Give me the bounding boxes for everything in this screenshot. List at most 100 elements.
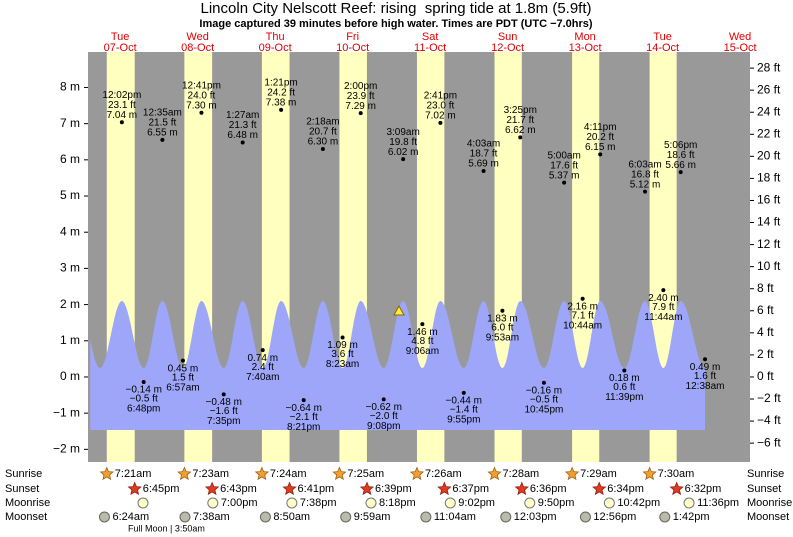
- y-tick-label: 0 m: [60, 369, 80, 383]
- tide-time: 2:41pm: [424, 91, 457, 102]
- tide-point: [199, 110, 204, 115]
- y-tick-label: 8 m: [60, 80, 80, 94]
- sunset-icon: [282, 481, 297, 496]
- sunset-time: 6:39pm: [375, 483, 412, 495]
- y2-tick-label: 0 ft: [757, 369, 774, 383]
- tide-feet: 16.8 ft: [631, 169, 659, 180]
- moonset-time: 9:59am: [354, 511, 391, 523]
- tide-point: [279, 107, 284, 112]
- tide-time: 3:09am: [386, 127, 419, 138]
- tide-time: 7:35pm: [207, 416, 240, 427]
- tide-point: [562, 180, 567, 185]
- tide-time: 11:44am: [644, 312, 682, 323]
- sunrise-time: 7:28am: [503, 468, 540, 480]
- tide-meters: 0.45 m: [168, 363, 199, 374]
- tide-meters: 6.02 m: [388, 147, 419, 158]
- current-tide-marker: [393, 304, 405, 316]
- day-date: 14-Oct: [646, 42, 679, 54]
- tide-point: [518, 135, 523, 140]
- moonrise-icon: [603, 497, 615, 509]
- tide-time: 12:35am: [143, 108, 182, 119]
- moonset-time: 6:24am: [112, 511, 149, 523]
- tide-point: [160, 137, 165, 142]
- day-date: 08-Oct: [181, 42, 214, 54]
- tide-time: 6:03am: [628, 159, 661, 170]
- row-label-right: Moonset: [747, 511, 789, 523]
- day-name: Wed: [729, 31, 751, 43]
- tide-meters: 6.15 m: [585, 142, 616, 153]
- tide-time: 7:40am: [246, 372, 279, 383]
- moonset-time: 8:50am: [273, 511, 310, 523]
- day-date: 15-Oct: [724, 42, 757, 54]
- moonrise-time: 7:38pm: [300, 497, 337, 509]
- tide-feet: −1.6 ft: [210, 406, 238, 417]
- tide-time: 8:21pm: [287, 422, 320, 433]
- tide-feet: 2.4 ft: [252, 362, 274, 373]
- y2-tick-label: 22 ft: [757, 126, 781, 140]
- tide-point: [438, 120, 443, 125]
- tide-point: [381, 397, 386, 402]
- moonrise-time: 11:36pm: [697, 497, 739, 509]
- tide-meters: 6.55 m: [147, 128, 178, 139]
- tide-meters: 2.16 m: [567, 301, 598, 312]
- tide-point: [481, 169, 486, 174]
- moonrise-time: 8:18pm: [379, 497, 416, 509]
- row-label-right: Moonrise: [747, 497, 792, 509]
- tide-point: [260, 348, 265, 353]
- day-date: 09-Oct: [259, 42, 292, 54]
- tide-time: 10:44am: [563, 320, 602, 331]
- tide-feet: 1.6 ft: [694, 371, 716, 382]
- moonset-icon: [579, 511, 591, 523]
- row-label: Moonrise: [5, 497, 50, 509]
- tide-feet: 23.0 ft: [426, 101, 454, 112]
- tide-meters: 0.49 m: [690, 362, 721, 373]
- y-tick-label: 3 m: [60, 261, 80, 275]
- moonrise-icon: [444, 497, 456, 509]
- sunrise-time: 7:23am: [192, 468, 229, 480]
- moonset-time: 11:04am: [434, 511, 476, 523]
- tide-time: 4:11pm: [584, 122, 617, 133]
- moonrise-icon: [137, 497, 149, 509]
- tide-time: 9:08pm: [367, 421, 400, 432]
- tide-time: 8:23am: [326, 359, 359, 370]
- tide-meters: −0.62 m: [366, 402, 402, 413]
- tide-point: [622, 368, 627, 373]
- sunrise-time: 7:29am: [580, 468, 617, 480]
- tide-point: [661, 288, 666, 293]
- tide-time: 12:02pm: [102, 90, 141, 101]
- tide-time: 1:27am: [226, 110, 259, 121]
- sunrise-time: 7:24am: [270, 468, 307, 480]
- tide-point: [119, 120, 124, 125]
- tide-meters: 0.74 m: [247, 353, 278, 364]
- y2-tick-label: 12 ft: [757, 237, 781, 251]
- moonrise-time: 7:00pm: [221, 497, 258, 509]
- y-tick-label: 1 m: [60, 333, 80, 347]
- y2-tick-label: 20 ft: [757, 149, 781, 163]
- y2-tick-label: 24 ft: [757, 104, 781, 118]
- sunrise-icon: [254, 466, 270, 481]
- tide-wave: [90, 301, 705, 430]
- sunset-time: 6:41pm: [298, 483, 335, 495]
- sunrise-time: 7:25am: [347, 468, 384, 480]
- day-name: Sun: [498, 31, 518, 43]
- sunrise-time: 7:21am: [115, 468, 152, 480]
- moonrise-icon: [683, 497, 695, 509]
- tide-feet: 1.5 ft: [172, 372, 194, 383]
- moonset-time: 1:42pm: [673, 511, 710, 523]
- moonset-icon: [500, 511, 512, 523]
- y-tick-label: 2 m: [60, 297, 80, 311]
- sunset-icon: [127, 481, 142, 496]
- moonset-time: 12:56pm: [593, 511, 636, 523]
- moonrise-icon: [286, 497, 298, 509]
- y2-tick-label: 2 ft: [757, 347, 774, 361]
- tide-feet: 0.6 ft: [613, 382, 635, 393]
- tide-meters: 5.69 m: [468, 159, 499, 170]
- y2-tick-label: 26 ft: [757, 82, 781, 96]
- tide-feet: −1.4 ft: [450, 405, 478, 416]
- y2-tick-label: 14 ft: [757, 215, 781, 229]
- tide-meters: 7.02 m: [425, 111, 456, 122]
- y2-tick-label: −2 ft: [757, 391, 781, 405]
- sunset-icon: [514, 481, 529, 496]
- y2-tick-label: 8 ft: [757, 281, 774, 295]
- tide-feet: −0.5 ft: [530, 394, 558, 405]
